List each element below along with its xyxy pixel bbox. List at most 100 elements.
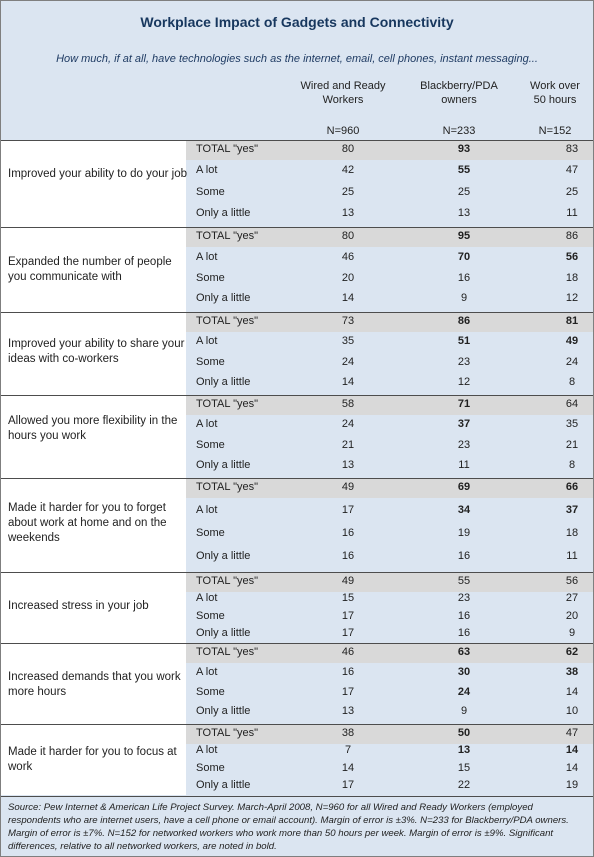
value-cell: 9 xyxy=(460,292,468,305)
value-cell: 93 xyxy=(457,143,471,155)
question-text: Increased stress in your job xyxy=(8,600,149,612)
value-cell: 49 xyxy=(341,575,355,587)
value-cell: 8 xyxy=(568,375,576,388)
value-cell: 13 xyxy=(341,206,355,219)
row-label: A lot xyxy=(196,335,218,348)
question-text: Expanded the number of people you commun… xyxy=(8,256,172,283)
table-row: A lot 17 34 37 xyxy=(186,502,593,525)
table-row: Some 21 23 21 xyxy=(186,437,593,457)
total-row: TOTAL "yes" 49 55 56 xyxy=(186,573,593,592)
column-header-wired: Wired and Ready Workers xyxy=(283,79,403,107)
value-cell: 27 xyxy=(565,592,579,605)
row-label: A lot xyxy=(196,164,218,177)
row-label: Some xyxy=(196,685,225,698)
row-label: A lot xyxy=(196,504,218,516)
column-header-line: owners xyxy=(441,94,477,106)
value-cell: 15 xyxy=(341,592,355,605)
row-label: Only a little xyxy=(196,705,251,718)
value-cell: 7 xyxy=(344,744,352,757)
value-cell: 24 xyxy=(341,355,355,368)
column-header-line: 50 hours xyxy=(533,94,577,106)
column-n-over50: N=152 xyxy=(538,125,572,137)
row-label: TOTAL "yes" xyxy=(196,230,259,242)
value-cell: 13 xyxy=(457,206,471,219)
value-cell: 80 xyxy=(341,143,355,155)
table-row: Some 16 19 18 xyxy=(186,525,593,548)
column-header-line: Wired and Ready xyxy=(300,80,386,92)
value-cell: 81 xyxy=(565,315,579,327)
column-n-wired: N=960 xyxy=(326,125,360,137)
value-cell: 9 xyxy=(460,705,468,718)
question-block: Expanded the number of people you commun… xyxy=(1,227,593,312)
value-cell: 56 xyxy=(565,250,579,263)
value-cell: 16 xyxy=(457,609,471,622)
total-row: TOTAL "yes" 49 69 66 xyxy=(186,479,593,498)
value-cell: 47 xyxy=(565,727,579,739)
value-cell: 55 xyxy=(457,575,471,587)
table-row: A lot 42 55 47 xyxy=(186,162,593,183)
value-cell: 12 xyxy=(565,292,579,305)
table-row: Some 24 23 24 xyxy=(186,354,593,374)
value-cell: 47 xyxy=(565,164,579,177)
column-header-blackberry: Blackberry/PDA owners xyxy=(399,79,519,107)
value-cell: 30 xyxy=(457,665,471,678)
column-header-line: Blackberry/PDA xyxy=(420,80,498,92)
table-row: Only a little 17 16 9 xyxy=(186,625,593,642)
value-cell: 58 xyxy=(341,398,355,410)
value-cell: 95 xyxy=(457,230,471,242)
value-cell: 19 xyxy=(457,527,471,539)
value-cell: 46 xyxy=(341,250,355,263)
value-cell: 25 xyxy=(341,185,355,198)
value-cell: 14 xyxy=(341,292,355,305)
value-cell: 50 xyxy=(457,727,471,739)
table-row: Only a little 13 13 11 xyxy=(186,205,593,226)
footer-divider xyxy=(1,796,593,797)
row-label: Some xyxy=(196,355,225,368)
value-cell: 14 xyxy=(341,761,355,774)
value-cell: 63 xyxy=(457,646,471,658)
value-cell: 25 xyxy=(457,185,471,198)
row-label: TOTAL "yes" xyxy=(196,143,259,155)
table-row: Only a little 16 16 11 xyxy=(186,548,593,571)
value-cell: 35 xyxy=(341,335,355,348)
value-cell: 23 xyxy=(457,592,471,605)
value-cell: 14 xyxy=(565,685,579,698)
row-label: TOTAL "yes" xyxy=(196,481,259,493)
question-block: Improved your ability to share your idea… xyxy=(1,312,593,395)
table-row: Only a little 17 22 19 xyxy=(186,777,593,794)
value-cell: 14 xyxy=(565,744,579,757)
table-row: A lot 7 13 14 xyxy=(186,742,593,759)
row-label: Only a little xyxy=(196,206,251,219)
table-row: A lot 46 70 56 xyxy=(186,249,593,270)
row-label: A lot xyxy=(196,592,218,605)
question-text: Allowed you more flexibility in the hour… xyxy=(8,415,178,442)
value-cell: 16 xyxy=(457,550,471,562)
question-cell xyxy=(1,479,186,572)
question-text: Improved your ability to do your job xyxy=(8,168,187,180)
table-row: A lot 35 51 49 xyxy=(186,333,593,353)
table-row: Some 25 25 25 xyxy=(186,184,593,205)
table-row: A lot 15 23 27 xyxy=(186,590,593,607)
question-cell xyxy=(1,725,186,795)
value-cell: 21 xyxy=(565,438,579,451)
value-cell: 35 xyxy=(565,418,579,431)
value-cell: 17 xyxy=(341,685,355,698)
value-cell: 23 xyxy=(457,355,471,368)
value-cell: 16 xyxy=(457,271,471,284)
value-cell: 12 xyxy=(457,375,471,388)
value-cell: 16 xyxy=(457,626,471,639)
value-cell: 73 xyxy=(341,315,355,327)
value-cell: 17 xyxy=(341,504,355,516)
value-cell: 21 xyxy=(341,438,355,451)
table-row: Only a little 14 9 12 xyxy=(186,290,593,311)
value-cell: 83 xyxy=(565,143,579,155)
value-cell: 15 xyxy=(457,761,471,774)
row-label: Some xyxy=(196,185,225,198)
value-cell: 20 xyxy=(341,271,355,284)
column-header-line: Workers xyxy=(322,94,364,106)
row-label: Some xyxy=(196,761,225,774)
value-cell: 80 xyxy=(341,230,355,242)
table-row: Some 20 16 18 xyxy=(186,270,593,291)
table-row: Only a little 13 9 10 xyxy=(186,703,593,723)
